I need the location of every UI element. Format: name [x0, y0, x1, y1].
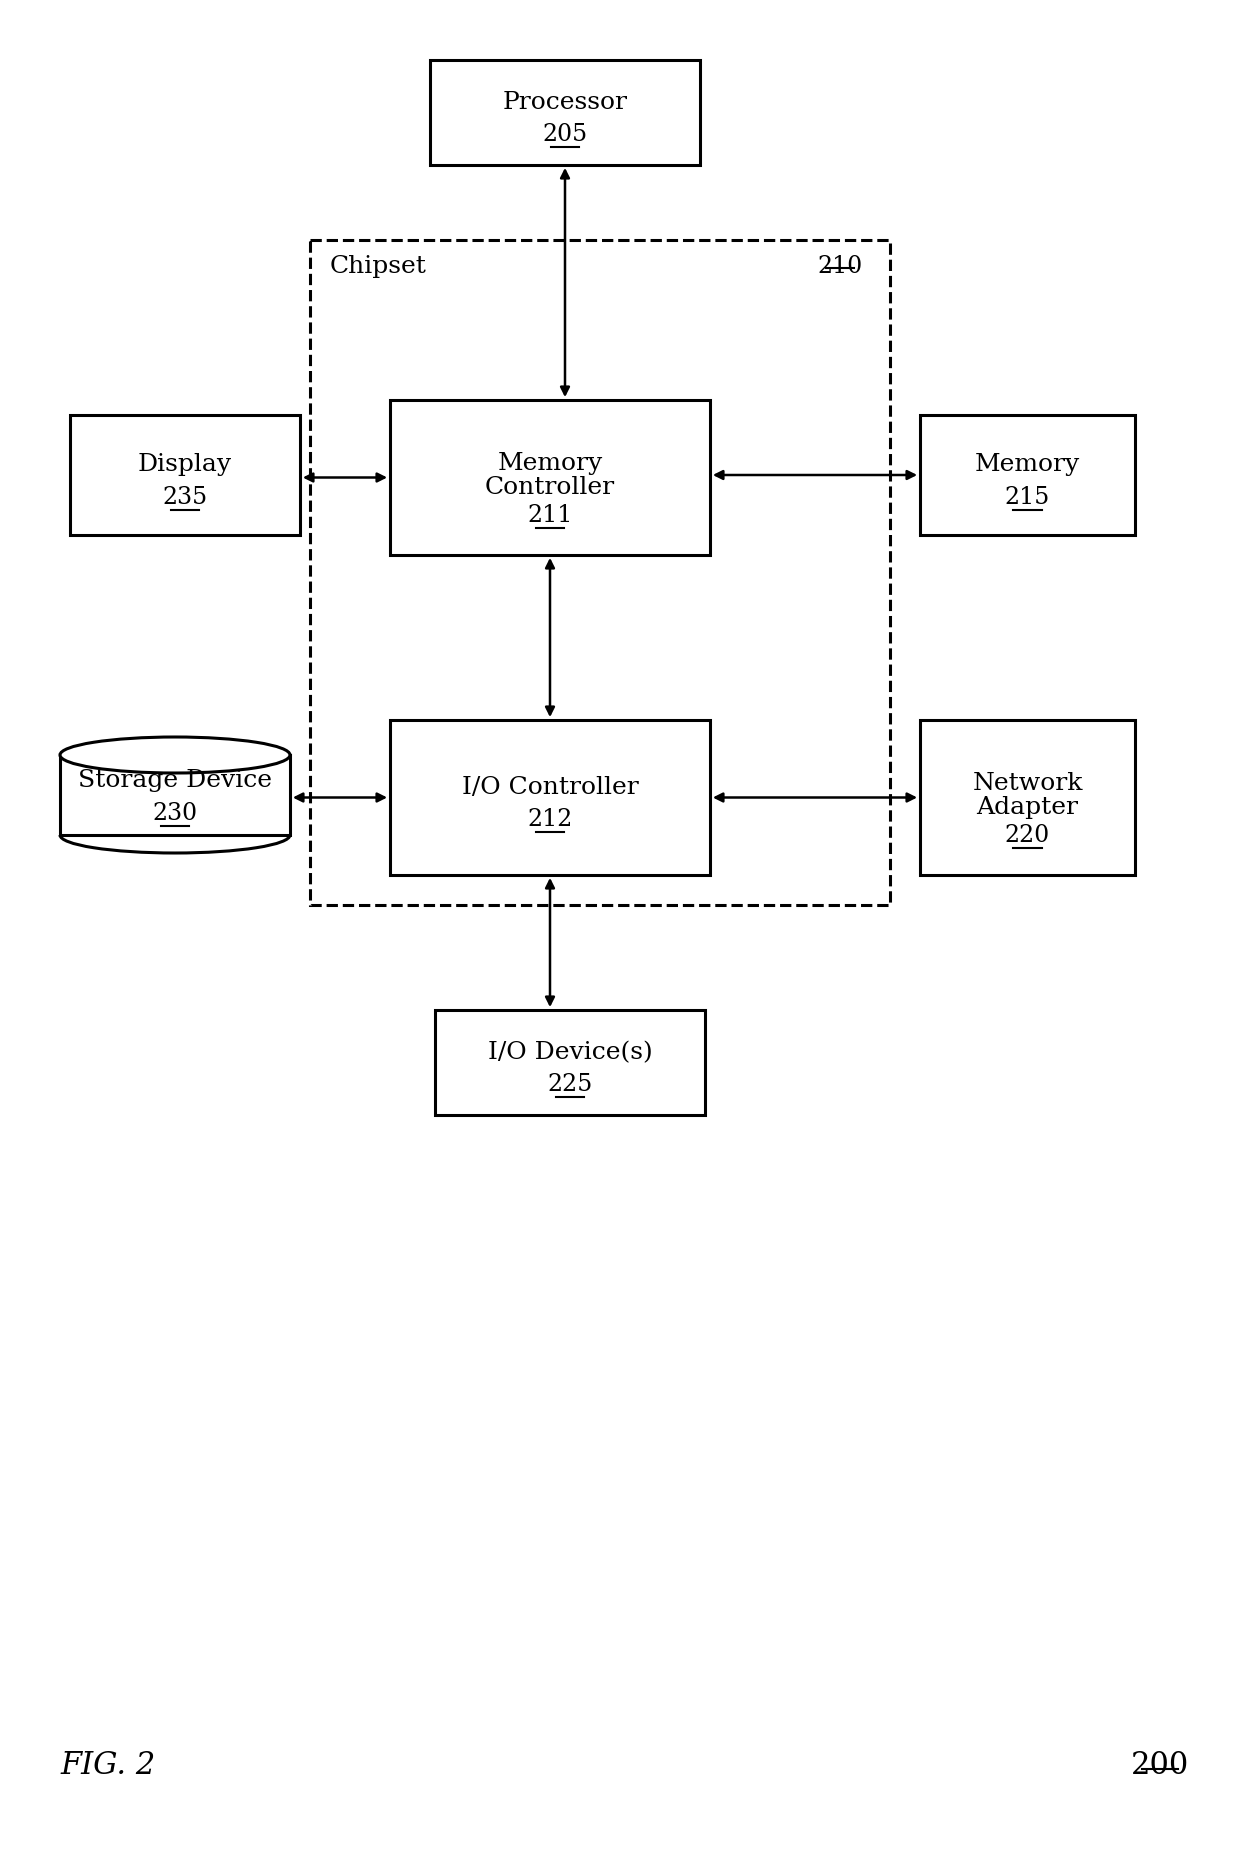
- Text: 215: 215: [1004, 486, 1050, 508]
- Bar: [69, 415, 300, 534]
- Text: Chipset: Chipset: [330, 255, 427, 277]
- Bar: [435, 1009, 706, 1115]
- Text: 235: 235: [162, 486, 207, 508]
- Text: 220: 220: [1004, 825, 1050, 847]
- Bar: [391, 721, 711, 875]
- Text: 230: 230: [153, 801, 197, 825]
- Text: 212: 212: [527, 808, 573, 830]
- Text: Processor: Processor: [502, 91, 627, 114]
- Bar: [430, 60, 701, 166]
- Bar: [391, 400, 711, 555]
- Bar: [60, 754, 290, 834]
- Text: Memory: Memory: [497, 452, 603, 475]
- Text: Memory: Memory: [975, 454, 1080, 477]
- Text: 210: 210: [817, 255, 863, 277]
- Text: Display: Display: [138, 454, 232, 477]
- Text: 205: 205: [542, 123, 588, 145]
- Text: I/O Device(s): I/O Device(s): [487, 1041, 652, 1063]
- Bar: [920, 415, 1135, 534]
- Text: Controller: Controller: [485, 477, 615, 499]
- Bar: [310, 240, 890, 905]
- Ellipse shape: [60, 737, 290, 773]
- Text: FIG. 2: FIG. 2: [60, 1750, 155, 1780]
- Text: 200: 200: [1131, 1750, 1189, 1780]
- Text: Storage Device: Storage Device: [78, 769, 272, 793]
- Text: Network: Network: [972, 773, 1083, 795]
- Text: Adapter: Adapter: [977, 795, 1079, 819]
- Text: I/O Controller: I/O Controller: [461, 776, 639, 799]
- Text: 211: 211: [527, 505, 573, 527]
- Bar: [920, 721, 1135, 875]
- Text: 225: 225: [547, 1073, 593, 1097]
